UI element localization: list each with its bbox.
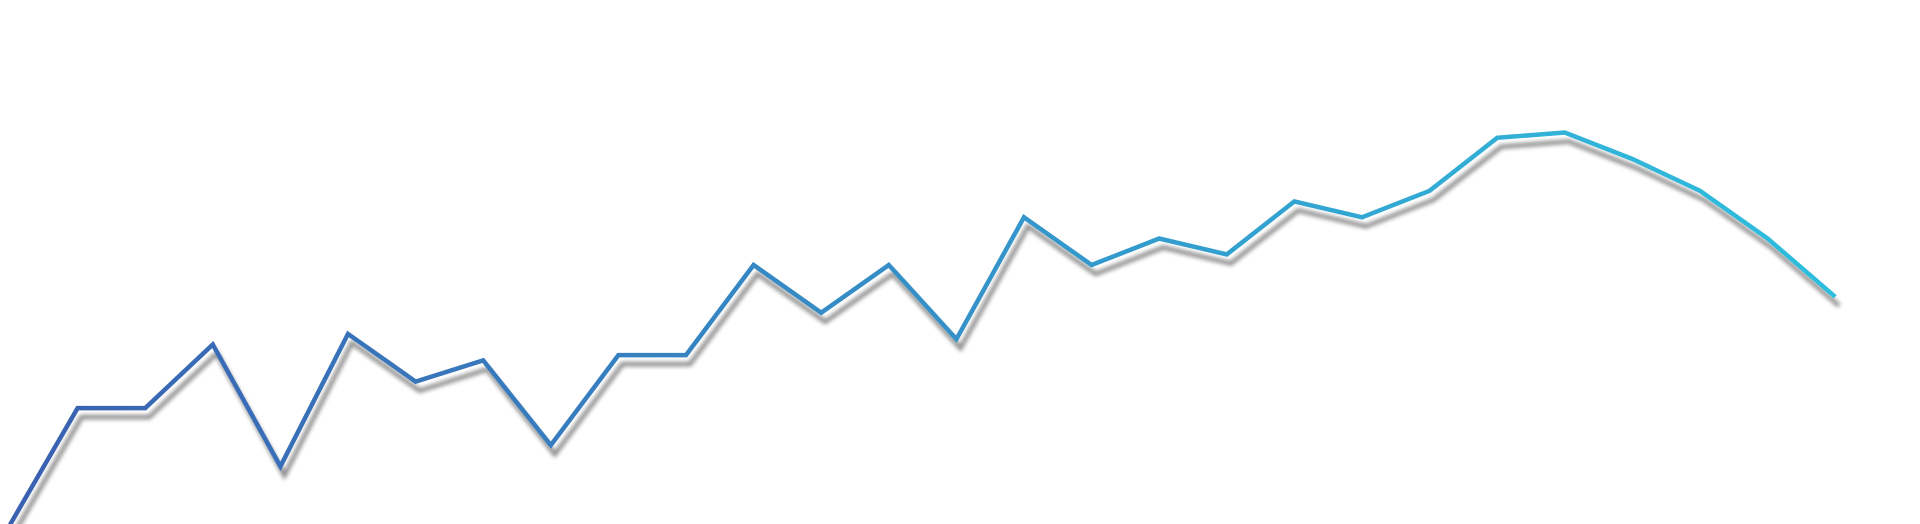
data-point-17 [1157, 237, 1161, 241]
data-point-27 [1833, 295, 1837, 299]
data-point-24 [1630, 157, 1634, 161]
data-point-10 [684, 353, 688, 357]
data-point-12 [819, 311, 823, 315]
data-point-16 [1090, 263, 1094, 267]
data-point-18 [1225, 252, 1229, 256]
data-point-7 [481, 358, 485, 362]
data-point-19 [1292, 199, 1296, 203]
data-point-9 [616, 353, 620, 357]
data-point-13 [887, 263, 891, 267]
data-point-5 [346, 332, 350, 336]
data-point-11 [752, 263, 756, 267]
data-point-21 [1428, 189, 1432, 193]
data-point-14 [954, 337, 958, 341]
data-point-1 [76, 406, 80, 410]
data-point-22 [1495, 136, 1499, 140]
data-point-4 [278, 464, 282, 468]
data-point-25 [1698, 189, 1702, 193]
data-point-23 [1563, 131, 1567, 135]
series-layer [8, 130, 1837, 524]
data-point-3 [211, 343, 215, 347]
data-point-20 [1360, 215, 1364, 219]
data-point-26 [1766, 237, 1770, 241]
data-point-2 [143, 406, 147, 410]
data-point-8 [549, 443, 553, 447]
series-line-0 [8, 130, 1837, 524]
data-point-6 [414, 380, 418, 384]
data-point-15 [1022, 215, 1026, 219]
